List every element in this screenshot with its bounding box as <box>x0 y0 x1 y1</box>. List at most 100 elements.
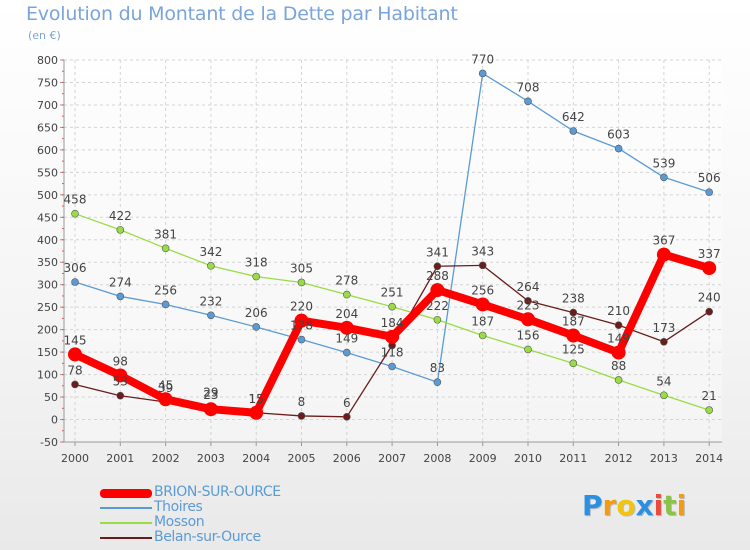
logo-letter: P <box>582 489 603 522</box>
data-label: 78 <box>67 363 82 377</box>
x-tick-label: 2012 <box>605 452 633 465</box>
data-point <box>203 402 218 417</box>
data-point <box>433 262 442 271</box>
data-label: 145 <box>64 333 87 347</box>
x-tick-label: 2009 <box>469 452 497 465</box>
data-label: 506 <box>698 171 721 185</box>
data-point <box>660 173 668 182</box>
data-label: 342 <box>199 245 222 259</box>
data-point <box>614 321 623 329</box>
data-point <box>569 359 578 368</box>
data-point <box>705 188 714 196</box>
data-label: 256 <box>471 283 494 297</box>
logo-letter: t <box>663 489 677 522</box>
data-label: 305 <box>290 261 313 275</box>
data-label: 603 <box>607 128 630 142</box>
data-label: 240 <box>698 291 721 305</box>
data-point <box>388 302 396 311</box>
y-tick-label: 350 <box>37 256 58 269</box>
data-label: 381 <box>154 227 177 241</box>
data-label: 264 <box>517 280 540 294</box>
data-point <box>342 413 351 421</box>
data-point <box>660 391 668 400</box>
data-point <box>342 290 351 299</box>
data-point <box>297 335 306 344</box>
data-label: 23 <box>203 388 218 402</box>
y-tick-label: -50 <box>40 436 58 449</box>
data-label: 222 <box>426 299 449 313</box>
data-label: 337 <box>698 247 721 261</box>
data-label: 54 <box>656 374 671 388</box>
x-tick-label: 2007 <box>378 452 406 465</box>
x-tick-label: 2002 <box>152 452 180 465</box>
y-tick-label: 800 <box>37 54 58 67</box>
data-point <box>294 313 309 328</box>
y-tick-label: 100 <box>37 369 58 382</box>
y-tick-label: 750 <box>37 76 58 89</box>
data-point <box>158 392 173 407</box>
legend-label: Mosson <box>154 514 205 530</box>
proxiti-logo: Proxiti <box>582 489 686 522</box>
data-label: 232 <box>199 294 222 308</box>
data-label: 220 <box>290 300 313 314</box>
x-tick-label: 2005 <box>288 452 316 465</box>
data-label: 288 <box>426 269 449 283</box>
data-point <box>297 278 306 287</box>
x-tick-label: 2014 <box>695 452 723 465</box>
y-tick-label: 500 <box>37 189 58 202</box>
data-label: 367 <box>652 234 675 248</box>
data-point <box>207 311 215 320</box>
data-point <box>569 308 578 317</box>
data-label: 770 <box>471 52 494 66</box>
data-point <box>161 244 170 253</box>
data-label: 708 <box>517 80 540 94</box>
chart-subtitle: (en €) <box>28 29 61 42</box>
data-point <box>702 261 717 276</box>
data-point <box>475 297 490 312</box>
data-label: 343 <box>471 244 494 258</box>
data-label: 278 <box>335 274 358 288</box>
data-label: 422 <box>109 209 132 223</box>
logo-letter: i <box>653 489 664 522</box>
data-point <box>249 405 264 420</box>
data-label: 156 <box>517 328 540 342</box>
data-point <box>252 272 261 281</box>
data-label: 187 <box>471 314 494 328</box>
legend-swatch <box>100 537 152 539</box>
legend-label: Thoires <box>154 499 203 515</box>
x-tick-label: 2004 <box>242 452 270 465</box>
data-label: 187 <box>562 314 585 328</box>
logo-letter: r <box>602 489 617 522</box>
data-point <box>521 312 535 327</box>
data-point <box>433 315 442 324</box>
x-tick-label: 2003 <box>197 452 225 465</box>
data-point <box>705 406 714 414</box>
data-point <box>478 69 487 78</box>
legend-swatch <box>100 507 152 509</box>
data-label: 341 <box>426 245 449 259</box>
y-tick-label: 400 <box>37 234 58 247</box>
data-point <box>524 97 532 106</box>
data-point <box>71 209 79 218</box>
data-point <box>524 345 532 354</box>
data-label: 15 <box>249 392 264 406</box>
y-tick-label: 50 <box>44 391 58 404</box>
data-label: 83 <box>430 361 445 375</box>
legend-swatch <box>100 522 152 524</box>
legend-swatch <box>100 488 152 498</box>
x-tick-label: 2013 <box>650 452 678 465</box>
y-tick-label: 450 <box>37 211 58 224</box>
y-tick-label: 300 <box>37 279 58 292</box>
data-label: 539 <box>652 156 675 170</box>
data-point <box>116 391 125 400</box>
data-label: 256 <box>154 283 177 297</box>
logo-letter: i <box>676 489 687 522</box>
data-label: 53 <box>113 375 128 389</box>
data-point <box>116 292 125 301</box>
data-label: 642 <box>562 110 585 124</box>
data-point <box>339 320 354 335</box>
data-point <box>71 278 79 286</box>
data-point <box>478 331 487 340</box>
data-point <box>342 348 351 357</box>
